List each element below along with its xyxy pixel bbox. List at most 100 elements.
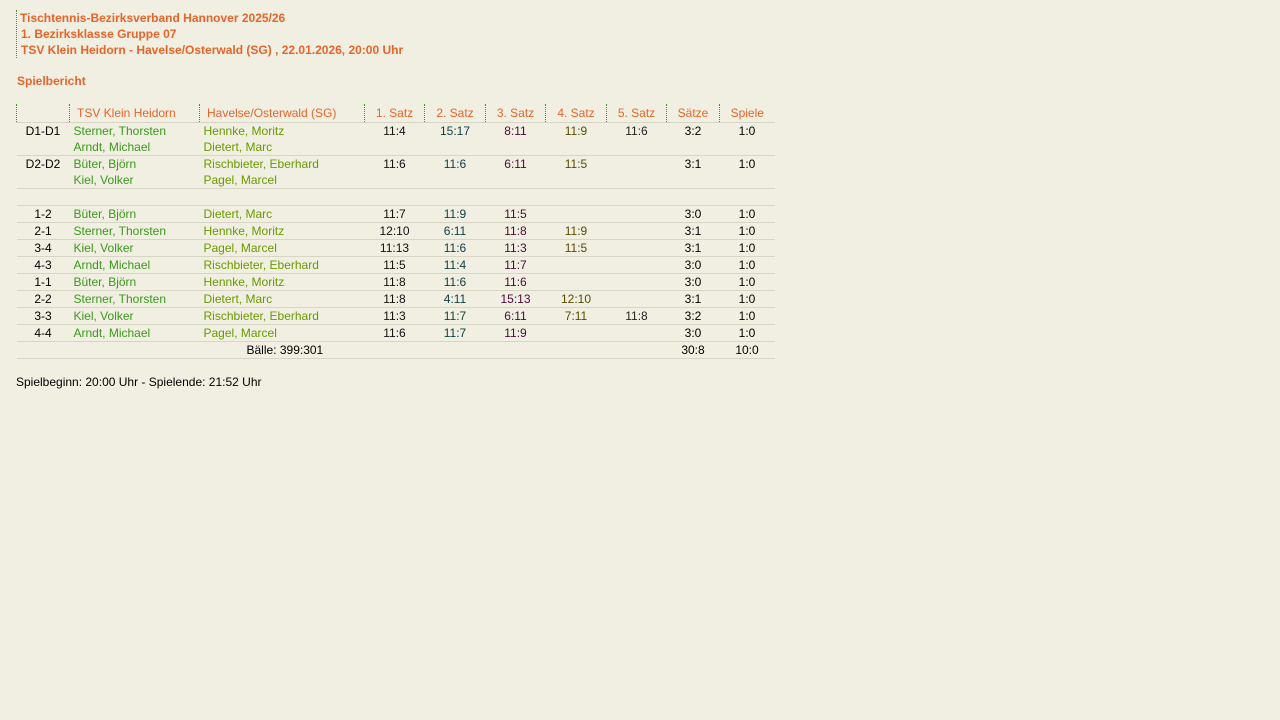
set-score: 11:7 <box>424 307 486 325</box>
guest-player: Rischbieter, Eberhard <box>199 256 365 274</box>
saetze-result: 3:0 <box>666 256 720 274</box>
set-score: 11:6 <box>606 122 667 156</box>
saetze-result: 3:1 <box>666 290 720 308</box>
pairing: 3-3 <box>16 307 70 325</box>
set-score: 11:5 <box>364 256 425 274</box>
spacer-row <box>16 188 775 206</box>
home-player: Büter, Björn <box>69 205 200 223</box>
singles-row: 4-3 Arndt, Michael Rischbieter, Eberhard 11… <box>16 256 775 274</box>
set-score: 6:11 <box>485 155 546 189</box>
col-set-3: 3. Satz <box>485 104 546 123</box>
singles-row: 3-3 Kiel, Volker Rischbieter, Eberhard 11:3… <box>16 307 775 325</box>
set-score: 11:8 <box>364 290 425 308</box>
pairing: 4-3 <box>16 256 70 274</box>
doubles-row: D2-D2 Büter, Björn Kiel, Volker Rischbieter… <box>16 155 775 189</box>
home-players: Sterner, Thorsten Arndt, Michael <box>69 122 200 156</box>
pairing: D2-D2 <box>16 155 70 189</box>
home-player: Arndt, Michael <box>69 256 200 274</box>
pairing: 1-2 <box>16 205 70 223</box>
saetze-total: 30:8 <box>666 341 720 359</box>
match-times: Spielbeginn: 20:00 Uhr - Spielende: 21:5… <box>16 375 262 389</box>
set-score <box>606 222 667 240</box>
pairing: 1-1 <box>16 273 70 291</box>
singles-row: 2-2 Sterner, Thorsten Dietert, Marc 11:8 4:1… <box>16 290 775 308</box>
set-score: 4:11 <box>424 290 486 308</box>
set-score: 11:8 <box>606 307 667 325</box>
spiele-result: 1:0 <box>719 222 775 240</box>
home-player: Sterner, Thorsten <box>69 222 200 240</box>
set-score <box>545 256 607 274</box>
set-score: 11:6 <box>424 273 486 291</box>
spacer <box>16 188 775 206</box>
col-set-1: 1. Satz <box>364 104 425 123</box>
col-home: TSV Klein Heidorn <box>69 104 200 123</box>
set-score <box>545 205 607 223</box>
spiele-total: 10:0 <box>719 341 775 359</box>
set-score: 11:6 <box>424 155 486 189</box>
home-players: Büter, Björn Kiel, Volker <box>69 155 200 189</box>
set-score: 12:10 <box>364 222 425 240</box>
pairing: 4-4 <box>16 324 70 342</box>
page-title: Spielbericht <box>17 74 86 88</box>
singles-row: 1-2 Büter, Björn Dietert, Marc 11:7 11:9 11:5… <box>16 205 775 223</box>
set-score: 11:13 <box>364 239 425 257</box>
set-score: 11:5 <box>545 155 607 189</box>
guest-player: Rischbieter, Eberhard <box>199 307 365 325</box>
singles-row: 4-4 Arndt, Michael Pagel, Marcel 11:6 11:7 11… <box>16 324 775 342</box>
set-score: 6:11 <box>424 222 486 240</box>
spiele-result: 1:0 <box>719 205 775 223</box>
saetze-result: 3:1 <box>666 239 720 257</box>
set-score: 6:11 <box>485 307 546 325</box>
set-score: 11:9 <box>424 205 486 223</box>
col-pair <box>16 104 70 123</box>
col-spiele: Spiele <box>719 104 775 123</box>
guest-player: Rischbieter, Eberhard <box>203 157 319 171</box>
guest-player: Pagel, Marcel <box>199 239 365 257</box>
spiele-result: 1:0 <box>719 155 775 189</box>
set-score <box>606 324 667 342</box>
league-title: 1. Bezirksklasse Gruppe 07 <box>21 27 177 41</box>
set-score <box>606 273 667 291</box>
set-score: 15:17 <box>424 122 486 156</box>
guest-players: Rischbieter, Eberhard Pagel, Marcel <box>199 155 365 189</box>
home-player: Kiel, Volker <box>69 239 200 257</box>
table-header: TSV Klein Heidorn Havelse/Osterwald (SG)… <box>16 104 775 123</box>
spiele-result: 1:0 <box>719 122 775 156</box>
set-score: 11:4 <box>424 256 486 274</box>
set-score: 11:6 <box>364 324 425 342</box>
set-score: 11:3 <box>485 239 546 257</box>
report-header: Tischtennis-Bezirksverband Hannover 2025… <box>16 10 403 58</box>
pairing: 2-1 <box>16 222 70 240</box>
guest-player: Dietert, Marc <box>199 290 365 308</box>
set-score: 11:6 <box>424 239 486 257</box>
home-player: Büter, Björn <box>73 157 137 171</box>
pairing: 2-2 <box>16 290 70 308</box>
set-score <box>606 290 667 308</box>
pairing: D1-D1 <box>16 122 70 156</box>
col-guest: Havelse/Osterwald (SG) <box>199 104 365 123</box>
set-score <box>606 205 667 223</box>
doubles-row: D1-D1 Sterner, Thorsten Arndt, Michael Henn… <box>16 122 775 156</box>
spiele-result: 1:0 <box>719 256 775 274</box>
set-score: 11:4 <box>364 122 425 156</box>
set-score: 12:10 <box>545 290 607 308</box>
saetze-result: 3:1 <box>666 222 720 240</box>
guest-player: Dietert, Marc <box>199 205 365 223</box>
saetze-result: 3:0 <box>666 205 720 223</box>
singles-row: 1-1 Büter, Björn Hennke, Moritz 11:8 11:6 11:… <box>16 273 775 291</box>
home-player: Sterner, Thorsten <box>73 124 167 138</box>
set-score <box>606 155 667 189</box>
set-score: 8:11 <box>485 122 546 156</box>
set-score: 11:7 <box>364 205 425 223</box>
set-score <box>545 324 607 342</box>
balls-total: Bälle: 399:301 <box>16 341 667 359</box>
singles-row: 3-4 Kiel, Volker Pagel, Marcel 11:13 11:6 11:… <box>16 239 775 257</box>
spiele-result: 1:0 <box>719 307 775 325</box>
set-score: 11:5 <box>545 239 607 257</box>
home-player: Kiel, Volker <box>69 307 200 325</box>
col-set-5: 5. Satz <box>606 104 667 123</box>
guest-player: Hennke, Moritz <box>203 124 285 138</box>
spiele-result: 1:0 <box>719 290 775 308</box>
home-player: Büter, Björn <box>69 273 200 291</box>
guest-player: Pagel, Marcel <box>199 324 365 342</box>
